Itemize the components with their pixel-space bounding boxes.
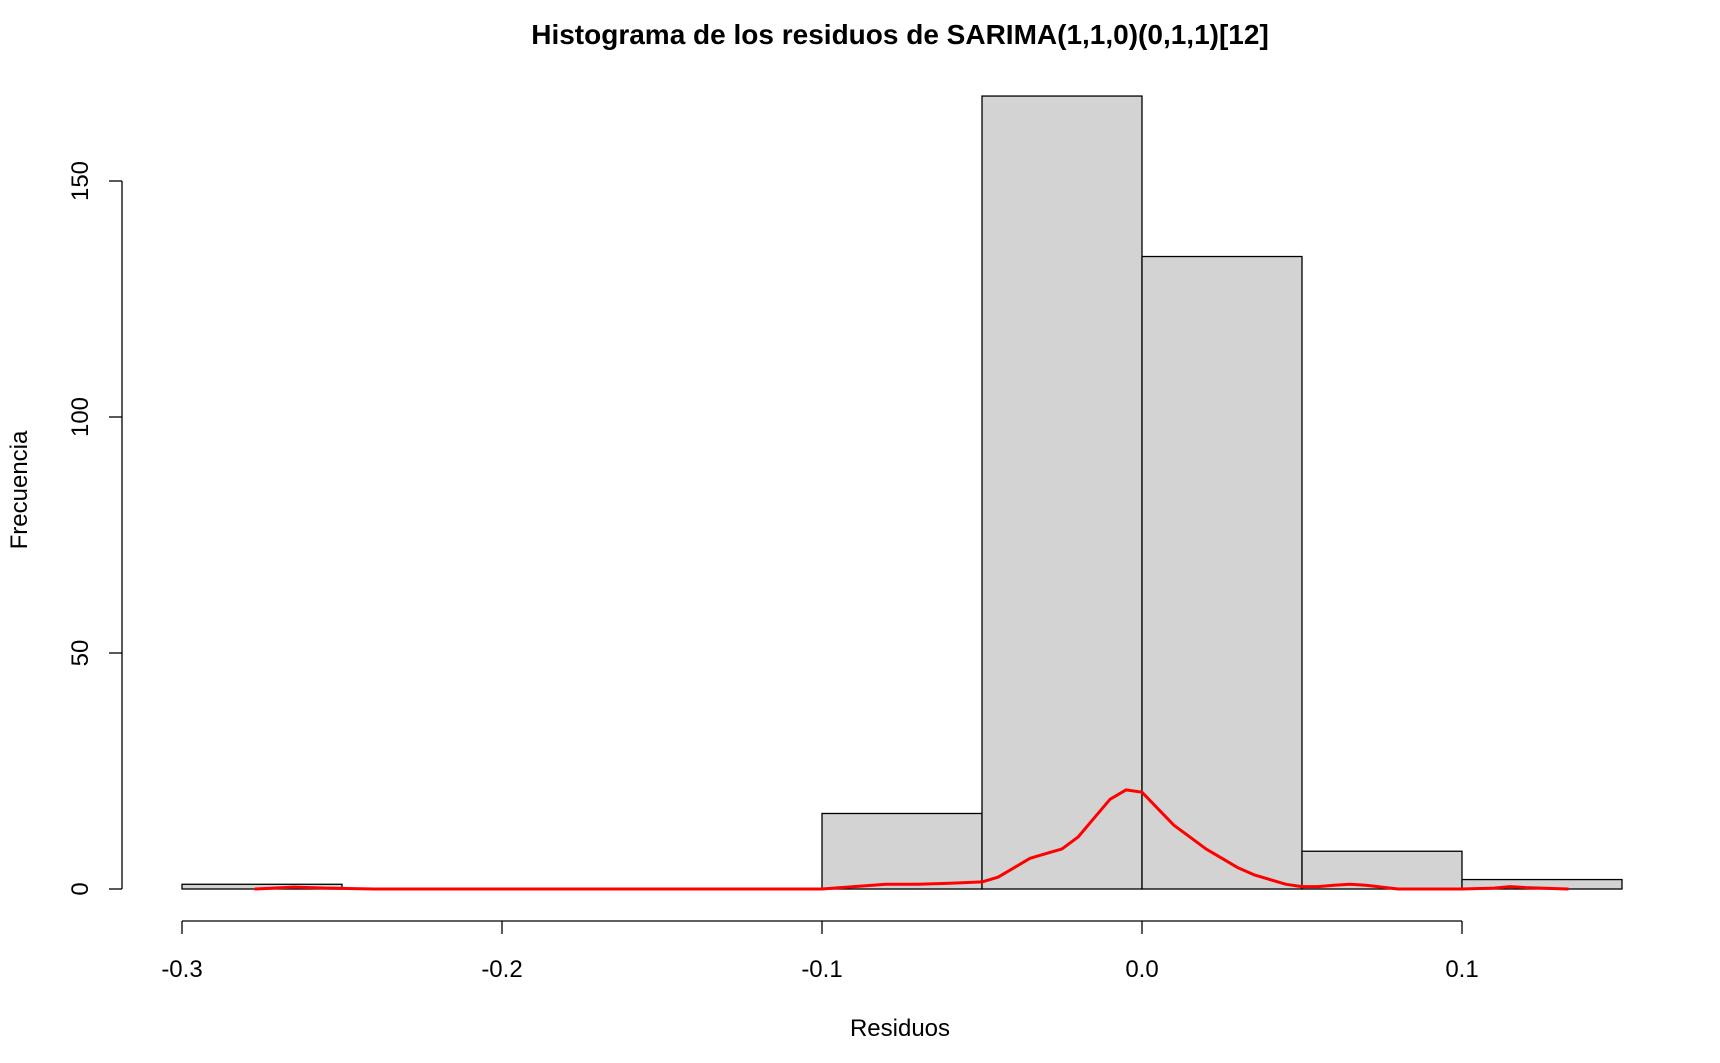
histogram-bar-7 — [1301, 850, 1463, 890]
histogram-bar-4 — [821, 812, 983, 890]
x-tick-label: -0.2 — [481, 956, 522, 983]
y-tick-label: 100 — [67, 397, 94, 437]
x-tick-label: -0.3 — [161, 956, 202, 983]
density-curve — [254, 788, 1570, 891]
x-tick-label: -0.1 — [801, 956, 842, 983]
histogram-bars — [181, 95, 1623, 890]
histogram-bar-6 — [1141, 255, 1303, 890]
y-axis-label: Frecuencia — [6, 430, 33, 549]
y-axis: 0 50 100 150 — [67, 161, 123, 896]
x-axis-label: Residuos — [850, 1015, 950, 1042]
x-tick-label: 0.1 — [1445, 956, 1478, 983]
y-tick-label: 150 — [67, 161, 94, 201]
x-axis: -0.3 -0.2 -0.1 0.0 0.1 — [161, 920, 1479, 983]
y-tick-label: 50 — [67, 640, 94, 667]
y-tick-label: 0 — [67, 882, 94, 895]
x-tick-label: 0.0 — [1125, 956, 1158, 983]
histogram-bar-5 — [981, 95, 1143, 890]
chart-title: Histograma de los residuos de SARIMA(1,1… — [531, 19, 1269, 50]
